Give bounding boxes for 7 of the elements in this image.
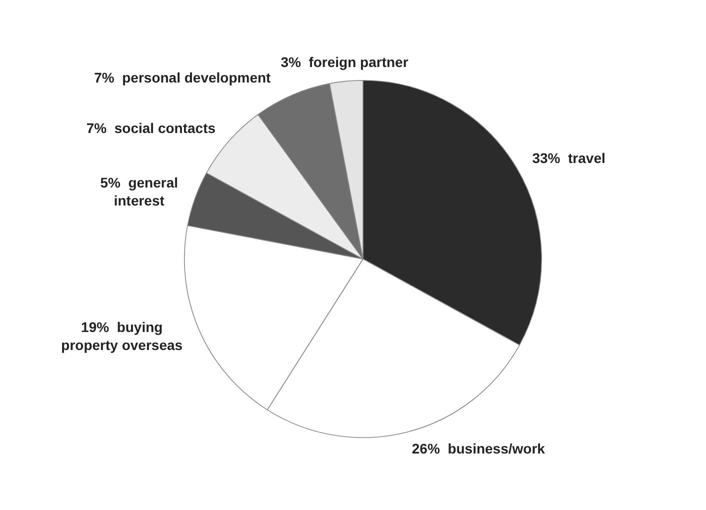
slice-label: 26% business/work	[412, 440, 546, 456]
slice-label: 33% travel	[532, 150, 606, 166]
slice-label: 3% foreign partner	[280, 54, 409, 70]
slice-label: 19% buying property overseas	[61, 318, 183, 353]
slice-label: 7% social contacts	[86, 120, 216, 136]
slice-label: 5% general interest	[100, 174, 178, 208]
slice-label: 7% personal development	[94, 69, 272, 86]
